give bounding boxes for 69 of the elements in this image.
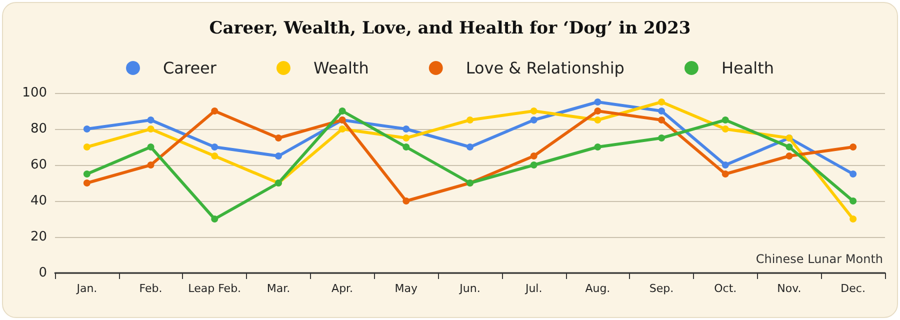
point	[850, 216, 857, 222]
point	[530, 162, 538, 168]
legend-label: Health	[721, 58, 774, 78]
point	[722, 126, 729, 132]
legend-label: Wealth	[313, 58, 369, 78]
point	[594, 116, 602, 124]
y-tick-label: 100	[22, 86, 47, 100]
chart-title: Career, Wealth, Love, and Health for ‘Dog’ in 2023	[209, 18, 691, 38]
point	[786, 152, 793, 160]
point	[83, 126, 90, 132]
x-tick-label: Dec.	[840, 282, 866, 295]
point	[466, 144, 474, 150]
point	[211, 216, 218, 222]
x-tick-label: Feb.	[139, 282, 162, 295]
point	[530, 116, 538, 124]
point	[402, 198, 410, 204]
point	[211, 152, 218, 160]
x-tick-label: Apr.	[332, 282, 354, 295]
x-tick-label: Oct.	[714, 282, 737, 295]
point	[402, 134, 410, 142]
point	[147, 144, 154, 150]
point	[402, 144, 410, 150]
point	[530, 152, 538, 160]
point	[658, 98, 666, 106]
point	[83, 170, 90, 178]
point	[83, 180, 90, 186]
point	[466, 116, 474, 124]
x-tick-label: Sep.	[649, 282, 674, 295]
point	[402, 126, 410, 132]
point	[850, 144, 857, 150]
y-tick-label: 20	[30, 230, 47, 244]
point	[530, 108, 538, 114]
x-tick-label: May	[394, 282, 418, 295]
point	[147, 162, 154, 168]
point	[850, 170, 857, 178]
point	[850, 198, 857, 204]
point	[274, 152, 282, 160]
point	[274, 134, 282, 142]
point	[786, 144, 793, 150]
legend-label: Love & Relationship	[466, 58, 624, 78]
point	[147, 116, 154, 124]
point	[594, 144, 602, 150]
y-tick-label: 60	[30, 158, 47, 172]
x-tick-label: Jan.	[76, 282, 98, 295]
point	[658, 116, 666, 124]
x-axis-title: Chinese Lunar Month	[756, 252, 883, 266]
point	[594, 108, 602, 114]
y-tick-label: 40	[30, 194, 47, 208]
point	[658, 108, 666, 114]
point	[722, 162, 729, 168]
point	[211, 108, 218, 114]
x-tick-label: Aug.	[585, 282, 610, 295]
point	[658, 134, 666, 142]
point	[211, 144, 218, 150]
x-tick-label: Jul.	[524, 282, 542, 295]
x-tick-label: Nov.	[777, 282, 802, 295]
point	[594, 98, 602, 106]
point	[147, 126, 154, 132]
x-tick-label: Mar.	[266, 282, 290, 295]
point	[83, 144, 90, 150]
point	[338, 108, 346, 114]
point	[722, 170, 729, 178]
x-tick-label: Leap Feb.	[188, 282, 242, 295]
point	[722, 116, 729, 124]
point	[338, 126, 346, 132]
y-tick-label: 80	[30, 122, 47, 136]
y-tick-label: 0	[38, 266, 47, 280]
legend-label: Career	[163, 58, 217, 78]
x-tick-label: Jun.	[458, 282, 480, 295]
